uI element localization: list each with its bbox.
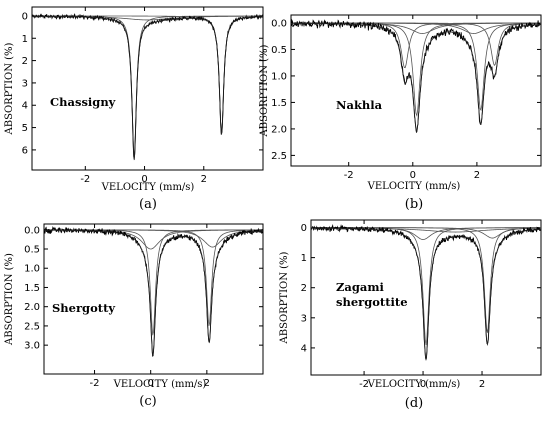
panel-caption-d: (d) [405, 396, 423, 411]
y-axis-title-b: ABSORPTION (%) [259, 44, 270, 137]
plot-frame-d [310, 219, 542, 376]
x-tick-label-d-2: 2 [479, 379, 485, 390]
measured-spectrum-c [44, 225, 263, 357]
fit-curve-d [311, 227, 541, 360]
sample-name-c: Shergotty [52, 301, 115, 315]
component-curve-c-3 [44, 229, 263, 248]
y-tick-label-a-4: 4 [22, 101, 28, 112]
y-tick-label-d-3: 3 [301, 313, 307, 324]
y-tick-label-c-3: 1.5 [24, 283, 40, 294]
component-curve-c-2 [44, 229, 263, 250]
y-tick-label-c-5: 2.5 [24, 321, 40, 332]
y-tick-label-c-1: 0.5 [24, 245, 40, 256]
curves-b [291, 18, 541, 133]
x-tick-label-c-1: 0 [148, 378, 154, 389]
plot-frame-a [31, 6, 264, 171]
component-curve-c-0 [44, 229, 263, 336]
y-tick-label-b-2: 1.0 [271, 71, 287, 82]
curves-c [44, 225, 263, 357]
x-axis-title-a: VELOCITY (mm/s) [101, 182, 195, 193]
x-tick-label-c-0: -2 [90, 378, 100, 389]
fit-curve-b [291, 22, 541, 133]
x-axis-title-c: VELOCITY (mm/s) [113, 379, 207, 390]
panel-c: -2 0 2 0.0 0.5 1.0 1.5 2.0 2.5 3.0 VELOCITY (mm/s)… [4, 223, 264, 409]
plot-frame-c [43, 223, 264, 375]
y-tick-label-a-2: 2 [22, 56, 28, 67]
component-curve-a-0 [32, 15, 263, 156]
y-tick-label-b-4: 2.0 [271, 124, 287, 135]
y-tick-label-a-3: 3 [22, 78, 28, 89]
y-tick-label-c-2: 1.0 [24, 264, 40, 275]
y-tick-label-a-5: 5 [22, 123, 28, 134]
component-curve-b-5 [291, 22, 541, 34]
x-tick-label-a-0: -2 [80, 174, 90, 185]
y-tick-label-a-1: 1 [22, 34, 28, 45]
x-tick-label-a-2: 2 [201, 174, 207, 185]
y-tick-label-b-3: 1.5 [271, 98, 287, 109]
fit-curve-a [32, 15, 263, 161]
fit-curve-c [44, 229, 263, 355]
component-curve-b-1 [291, 22, 541, 112]
panel-b: -2 0 2 0.0 0.5 1.0 1.5 2.0 2.5 VELOCITY (mm/s) ABS… [259, 14, 542, 212]
x-tick-label-b-1: 0 [410, 170, 416, 181]
y-tick-label-d-0: 0 [301, 223, 307, 234]
y-tick-label-b-0: 0.0 [271, 18, 287, 29]
panel-a: -2 0 2 0 1 2 3 4 5 6 VELOCITY (mm/s) ABSORPTION (%)… [4, 6, 264, 212]
y-axis-title-a: ABSORPTION (%) [4, 42, 15, 135]
x-tick-label-b-0: -2 [344, 170, 354, 181]
component-curve-b-2 [291, 22, 541, 69]
curves-a [32, 13, 263, 161]
y-tick-label-a-0: 0 [22, 11, 28, 22]
measured-spectrum-a [32, 13, 263, 159]
y-tick-label-c-6: 3.0 [24, 341, 40, 352]
x-tick-label-a-1: 0 [141, 174, 147, 185]
y-tick-label-b-1: 0.5 [271, 45, 287, 56]
plot-frame-b [290, 14, 542, 167]
sample-name-d: Zagami shergottite [336, 280, 408, 309]
x-tick-label-d-0: -2 [359, 379, 369, 390]
panel-caption-b: (b) [405, 197, 423, 212]
panel-caption-c: (c) [139, 394, 156, 409]
y-tick-label-d-1: 1 [301, 253, 307, 264]
y-axis-title-c: ABSORPTION (%) [4, 253, 15, 346]
panel-d: -2 0 2 0 1 2 3 4 VELOCITY (mm/s) ABSORPTION (%) Za… [279, 219, 542, 411]
x-tick-label-d-1: 0 [420, 379, 426, 390]
y-tick-label-d-2: 2 [301, 283, 307, 294]
x-axis-title-b: VELOCITY (mm/s) [367, 181, 461, 192]
y-tick-label-a-6: 6 [22, 145, 28, 156]
y-tick-label-b-5: 2.5 [271, 151, 287, 162]
curves-d [311, 223, 541, 361]
panel-caption-a: (a) [139, 197, 157, 212]
sample-name-b: Nakhla [336, 98, 383, 112]
x-axis-title-d: VELOCITY (mm/s) [367, 379, 461, 390]
y-tick-label-c-4: 2.0 [24, 302, 40, 313]
y-tick-label-d-4: 4 [301, 343, 307, 354]
y-tick-label-c-0: 0.0 [24, 225, 40, 236]
x-tick-label-c-2: 2 [204, 378, 210, 389]
x-tick-label-b-2: 2 [474, 170, 480, 181]
sample-name-a: Chassigny [50, 95, 116, 109]
y-axis-title-d: ABSORPTION (%) [279, 251, 290, 344]
